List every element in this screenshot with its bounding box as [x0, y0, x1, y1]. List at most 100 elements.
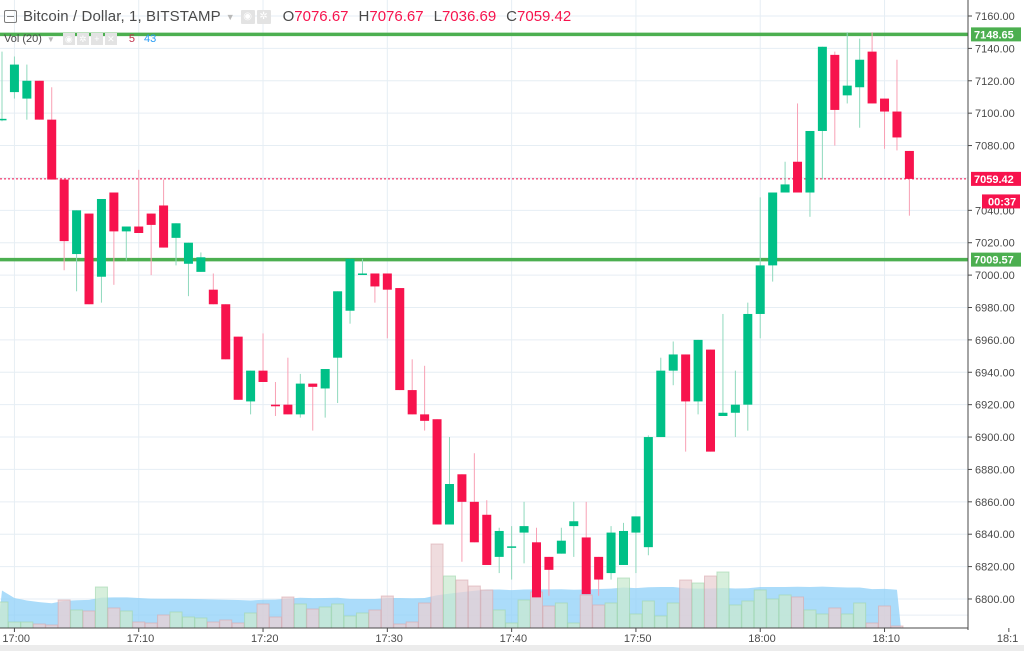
high-value: 7076.67	[369, 8, 424, 25]
symbol-title[interactable]: Bitcoin / Dollar, 1, BITSTAMP	[23, 8, 221, 25]
close-value: 7059.42	[517, 8, 572, 25]
volume-indicator-title[interactable]: Vol (20)	[4, 33, 42, 45]
candle	[643, 437, 653, 548]
eye-icon[interactable]: ◉	[62, 33, 75, 45]
candle	[9, 64, 19, 93]
candle	[420, 414, 430, 421]
candle	[22, 80, 32, 99]
price-tick-label: 6960.00	[975, 335, 1015, 347]
time-tick-label: 17:20	[251, 633, 279, 645]
candle	[718, 412, 728, 416]
volume-bar	[380, 595, 394, 629]
chevron-down-icon[interactable]: ▼	[46, 34, 55, 44]
candle	[793, 161, 803, 193]
volume-bar	[878, 605, 892, 629]
candle	[109, 192, 119, 232]
candle	[892, 111, 902, 138]
time-axis[interactable]: 17:00 17:10 17:20 17:30 17:40 17:50 18:00 18:10…	[0, 627, 1018, 645]
volume-bar	[716, 571, 730, 629]
plus-icon[interactable]: +	[90, 33, 103, 45]
candle	[333, 291, 343, 358]
candle	[171, 223, 181, 238]
candle	[295, 383, 305, 415]
candle	[34, 80, 44, 120]
chevron-down-icon[interactable]: ▼	[225, 11, 235, 22]
volume-bar	[119, 610, 133, 629]
candle	[693, 339, 703, 402]
candle	[743, 313, 753, 405]
volume-bar	[331, 603, 345, 629]
high-label: H	[358, 8, 370, 25]
candle	[507, 546, 517, 548]
candle	[345, 258, 355, 311]
candle	[146, 213, 156, 225]
volume-bar	[94, 586, 108, 629]
volume-bar	[343, 615, 357, 629]
candle	[59, 179, 69, 242]
collapse-legend-icon[interactable]	[4, 10, 17, 23]
volume-bar	[157, 614, 171, 629]
volume-bar	[592, 604, 606, 629]
candle	[96, 198, 106, 277]
time-tick-label: 18:1	[997, 633, 1018, 645]
candle	[656, 370, 666, 438]
candle	[482, 514, 492, 565]
volume-bar	[753, 589, 767, 629]
volume-bar	[368, 609, 382, 629]
low-label: L	[433, 8, 442, 25]
volume-bar	[691, 582, 705, 629]
candle	[706, 349, 716, 452]
candle	[842, 85, 852, 96]
candle	[631, 516, 641, 533]
volume-bar	[654, 615, 668, 629]
volume-bar	[132, 621, 146, 629]
candle	[159, 205, 169, 248]
volume-bar	[455, 579, 469, 629]
price-tick-label: 7000.00	[975, 270, 1015, 282]
price-tick-label: 6940.00	[975, 367, 1015, 379]
eye-icon[interactable]: ◉	[240, 9, 255, 24]
volume-bar	[492, 609, 506, 629]
volume-bar	[430, 543, 444, 629]
price-tick-label: 7080.00	[975, 141, 1015, 153]
horizontal-levels[interactable]	[0, 32, 968, 262]
gear-icon[interactable]: ✲	[256, 9, 271, 24]
candle	[457, 474, 467, 502]
volume-bar	[231, 622, 245, 629]
grid	[0, 0, 968, 628]
candle	[681, 354, 691, 402]
price-tick-label: 7140.00	[975, 43, 1015, 55]
volume-bar	[666, 602, 680, 629]
price-tick-label: 6820.00	[975, 562, 1015, 574]
volume-bar	[704, 575, 718, 629]
price-tick-label: 6880.00	[975, 464, 1015, 476]
open-label: O	[282, 8, 295, 25]
svg-text:00:37: 00:37	[988, 196, 1016, 208]
close-icon[interactable]: ✕	[104, 33, 117, 45]
volume-bar	[778, 594, 792, 629]
volume-bar	[293, 603, 307, 629]
candle	[755, 265, 765, 314]
volume-bar	[542, 605, 556, 629]
volume-bar	[815, 613, 829, 629]
volume-bar	[803, 609, 817, 629]
candle	[283, 404, 293, 415]
countdown-tag	[982, 194, 1020, 209]
candle	[619, 530, 628, 565]
candle	[444, 484, 454, 525]
volume-bar	[418, 602, 432, 629]
candle	[0, 118, 7, 121]
candle	[308, 383, 318, 387]
volume-bar	[393, 623, 407, 629]
volume-bar	[828, 607, 842, 629]
gear-icon[interactable]: ✲	[76, 33, 89, 45]
candle	[805, 130, 815, 193]
candle	[72, 210, 82, 255]
volume-bar	[256, 603, 270, 629]
close-label: C	[506, 8, 518, 25]
volume-bar	[70, 609, 84, 629]
price-axis[interactable]: 7160.007140.007120.007100.007080.007040.…	[967, 0, 1024, 651]
volume-bar	[7, 621, 21, 629]
